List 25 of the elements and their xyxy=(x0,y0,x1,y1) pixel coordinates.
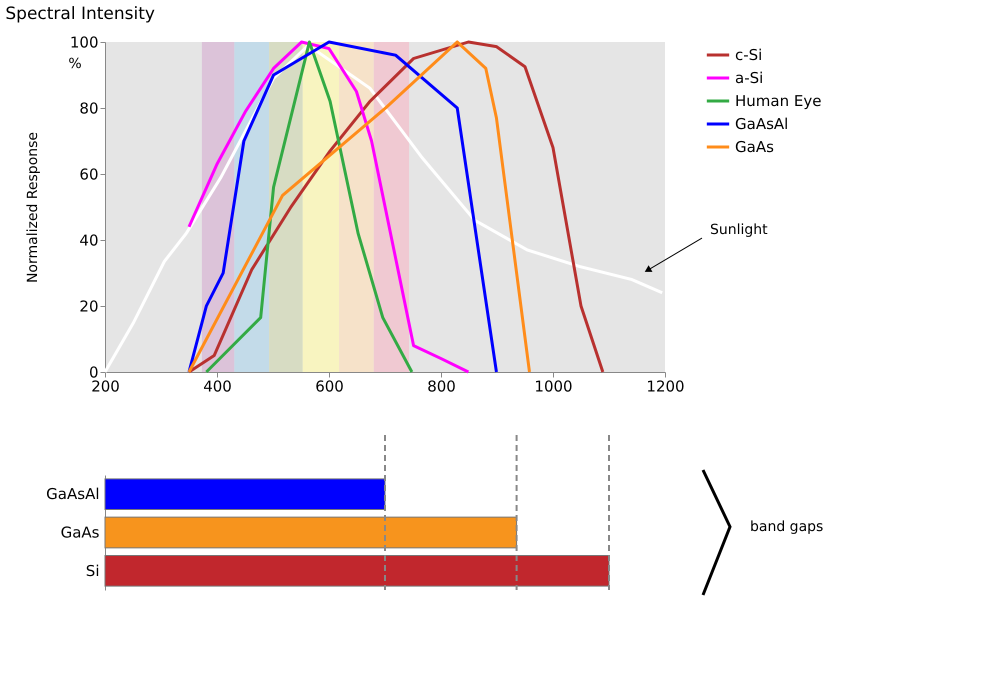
y-tick-label: 100 xyxy=(70,34,98,52)
y-tick-label: 20 xyxy=(79,298,98,316)
x-tick-label: 600 xyxy=(315,378,344,396)
legend-label: GaAsAl xyxy=(735,115,788,133)
line-series xyxy=(188,40,604,374)
line-series xyxy=(204,40,414,374)
y-tick-label: 60 xyxy=(79,166,98,184)
x-tick-label: 400 xyxy=(203,378,232,396)
text: % xyxy=(68,56,82,72)
y-tick-label: GaAsAl xyxy=(46,485,100,504)
y-tick-label: 40 xyxy=(79,232,98,250)
chart-title: Spectral Intensity xyxy=(5,4,155,24)
legend-label: Human Eye xyxy=(735,92,822,110)
y-tick-label: 80 xyxy=(79,100,98,118)
legend-label: GaAs xyxy=(735,138,774,156)
text: Sunlight xyxy=(710,222,768,238)
x-tick-label: 1000 xyxy=(534,378,573,396)
text: band gaps xyxy=(750,518,824,535)
y-axis-title: Normalized Response xyxy=(24,132,41,284)
x-tick-label: 1200 xyxy=(646,378,685,396)
legend-label: c-Si xyxy=(735,46,762,64)
x-tick-label: 800 xyxy=(427,378,456,396)
y-tick-label: Si xyxy=(86,562,100,580)
y-tick-label: GaAs xyxy=(60,524,100,542)
legend-label: a-Si xyxy=(735,69,764,87)
